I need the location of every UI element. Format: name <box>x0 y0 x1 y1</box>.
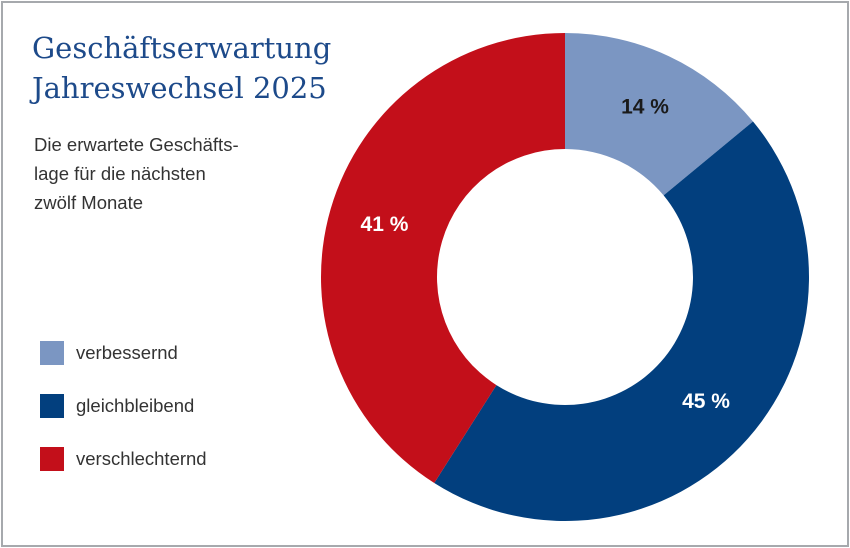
legend-swatch <box>40 447 64 471</box>
legend-swatch <box>40 341 64 365</box>
chart-subtitle: Die erwartete Geschäfts- lage für die nä… <box>34 130 294 217</box>
subtitle-line-2: lage für die nächsten <box>34 163 206 184</box>
subtitle-line-3: zwölf Monate <box>34 192 143 213</box>
legend-label: verbessernd <box>76 342 178 363</box>
donut-slice-verbessernd <box>565 33 754 196</box>
donut-slice-verschlechternd <box>321 33 565 484</box>
slice-label-gleichbleibend: 45 % <box>682 390 730 413</box>
donut-slice-gleichbleibend <box>434 121 809 522</box>
legend-item-verschlechternd: verschlechternd <box>40 446 207 472</box>
title-line-2: Jahreswechsel 2025 <box>32 71 327 105</box>
slice-label-verbessernd: 14 % <box>621 95 669 118</box>
subtitle-line-1: Die erwartete Geschäfts- <box>34 134 239 155</box>
legend-swatch <box>40 394 64 418</box>
chart-legend: verbessernd gleichbleibend verschlechter… <box>40 340 207 499</box>
legend-item-verbessernd: verbessernd <box>40 340 207 366</box>
slice-label-verschlechternd: 41 % <box>361 213 409 236</box>
legend-label: verschlechternd <box>76 448 207 469</box>
chart-title: Geschäftserwartung Jahreswechsel 2025 <box>32 28 331 108</box>
title-line-1: Geschäftserwartung <box>32 31 332 65</box>
legend-label: gleichbleibend <box>76 395 195 416</box>
legend-item-gleichbleibend: gleichbleibend <box>40 393 207 419</box>
